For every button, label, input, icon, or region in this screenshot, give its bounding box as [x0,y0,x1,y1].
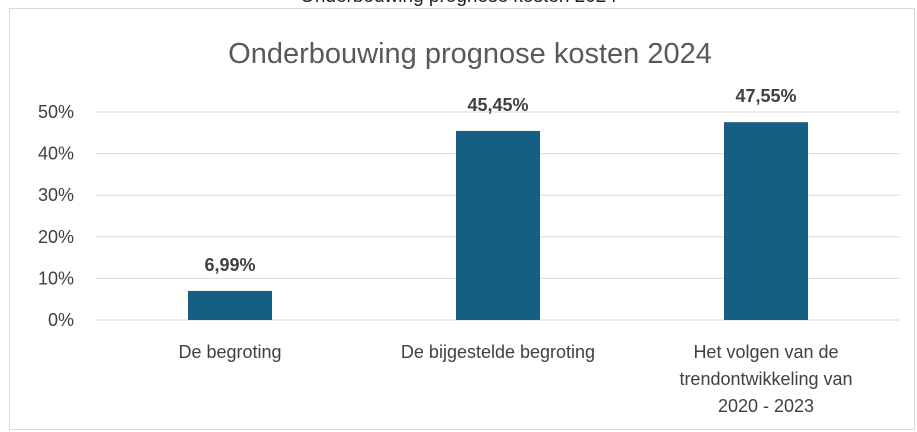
x-category-label-line: De begroting [178,342,281,362]
data-label: 45,45% [467,95,528,115]
x-axis-category-labels: De begroting De bijgestelde begroting Het … [178,342,852,416]
y-tick-label: 10% [38,268,74,288]
x-category-label-line: Het volgen van de [693,342,838,362]
y-axis-tick-labels: 0% 10% 20% 30% 40% 50% [38,102,74,330]
data-labels: 6,99% 45,45% 47,55% [204,86,796,275]
bars [188,122,808,320]
bar [724,122,808,320]
x-category-label-line: trendontwikkeling van [679,369,852,389]
y-tick-label: 20% [38,227,74,247]
x-category-label: Het volgen van de trendontwikkeling van 20… [679,342,852,416]
x-category-label: De bijgestelde begroting [401,342,595,362]
y-tick-label: 40% [38,144,74,164]
y-tick-label: 0% [48,310,74,330]
x-category-label-line: De bijgestelde begroting [401,342,595,362]
bar [188,290,272,320]
clipped-text-above-chart: Onderbouwing prognose kosten 2024 [0,0,917,8]
y-tick-label: 30% [38,185,74,205]
bar [456,130,540,320]
y-tick-label: 50% [38,102,74,122]
x-category-label: De begroting [178,342,281,362]
data-label: 47,55% [735,86,796,106]
data-label: 6,99% [204,255,255,275]
x-category-label-line: 2020 - 2023 [718,396,814,416]
chart-title: Onderbouwing prognose kosten 2024 [228,38,712,70]
clipped-heading-text: Onderbouwing prognose kosten 2024 [0,0,917,8]
